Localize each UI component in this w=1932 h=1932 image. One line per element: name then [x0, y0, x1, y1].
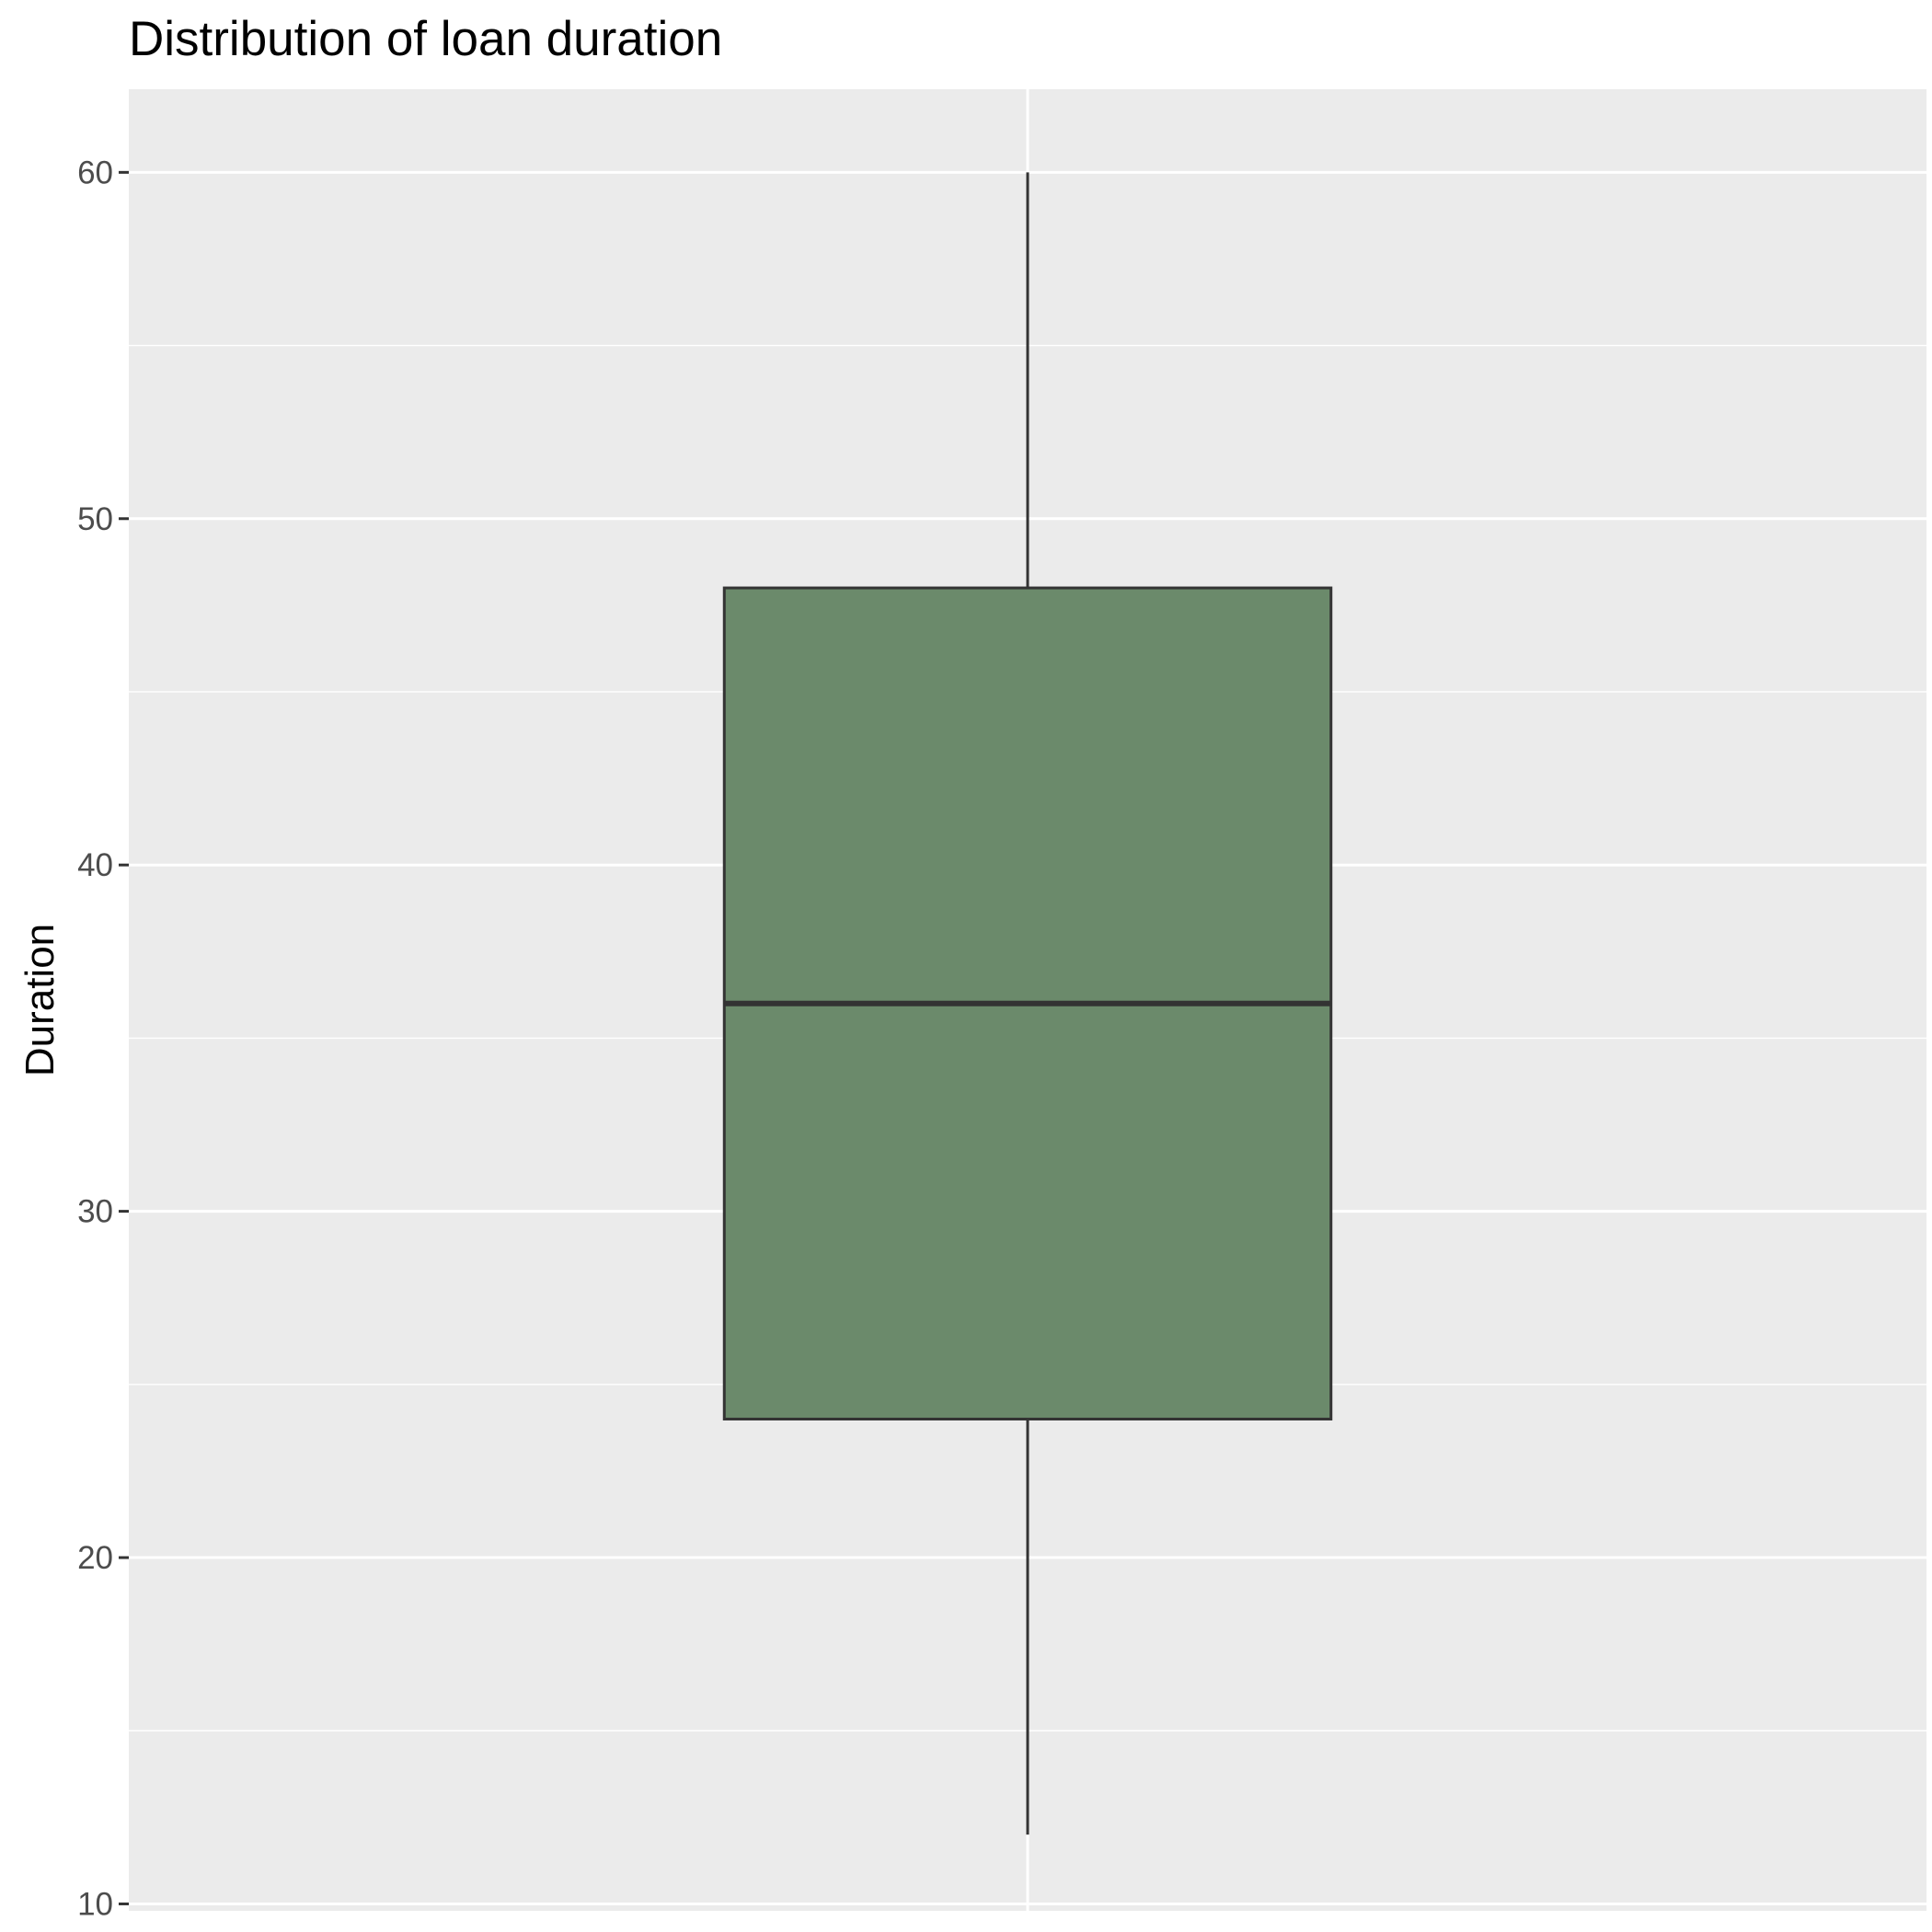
y-axis-title: Duration	[17, 924, 63, 1076]
y-tick-label: 20	[77, 1540, 113, 1576]
y-tick-label: 40	[77, 847, 113, 883]
y-tick-label: 60	[77, 155, 113, 190]
y-tick-label: 50	[77, 501, 113, 537]
y-axis: 10 20 30 40 50 60	[77, 155, 129, 1922]
chart-title: Distribution of loan duration	[129, 12, 722, 66]
box-series	[722, 172, 1333, 1835]
y-tick-label: 10	[77, 1886, 113, 1922]
y-tick-label: 30	[77, 1194, 113, 1230]
